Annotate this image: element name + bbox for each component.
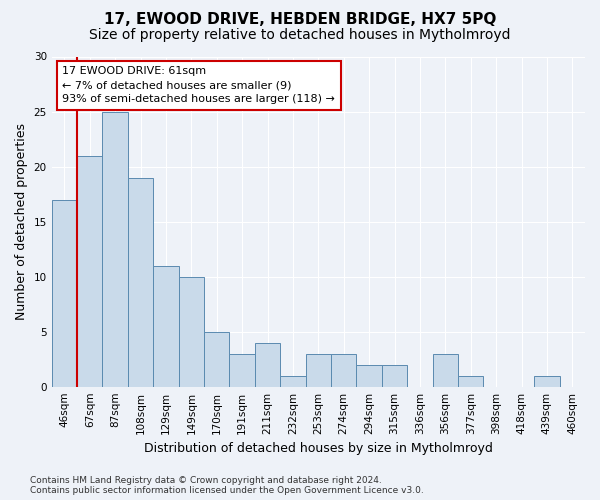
Bar (179, 276, 204, 386)
Bar (52, 200, 77, 386)
Text: Size of property relative to detached houses in Mytholmroyd: Size of property relative to detached ho… (89, 28, 511, 42)
Bar (382, 364, 407, 386)
Bar (280, 376, 305, 386)
Text: 17, EWOOD DRIVE, HEBDEN BRIDGE, HX7 5PQ: 17, EWOOD DRIVE, HEBDEN BRIDGE, HX7 5PQ (104, 12, 496, 28)
Bar (458, 376, 484, 386)
Bar (153, 266, 179, 386)
Y-axis label: Number of detached properties: Number of detached properties (15, 123, 28, 320)
Bar (255, 342, 280, 386)
Bar (356, 364, 382, 386)
Bar (128, 178, 153, 386)
Bar (433, 354, 458, 386)
Bar (103, 112, 128, 386)
Bar (229, 354, 255, 386)
Bar (305, 354, 331, 386)
X-axis label: Distribution of detached houses by size in Mytholmroyd: Distribution of detached houses by size … (144, 442, 493, 455)
Bar (204, 332, 229, 386)
Text: Contains HM Land Registry data © Crown copyright and database right 2024.
Contai: Contains HM Land Registry data © Crown c… (30, 476, 424, 495)
Bar (331, 354, 356, 386)
Bar (77, 156, 103, 386)
Text: 17 EWOOD DRIVE: 61sqm
← 7% of detached houses are smaller (9)
93% of semi-detach: 17 EWOOD DRIVE: 61sqm ← 7% of detached h… (62, 66, 335, 104)
Bar (534, 376, 560, 386)
